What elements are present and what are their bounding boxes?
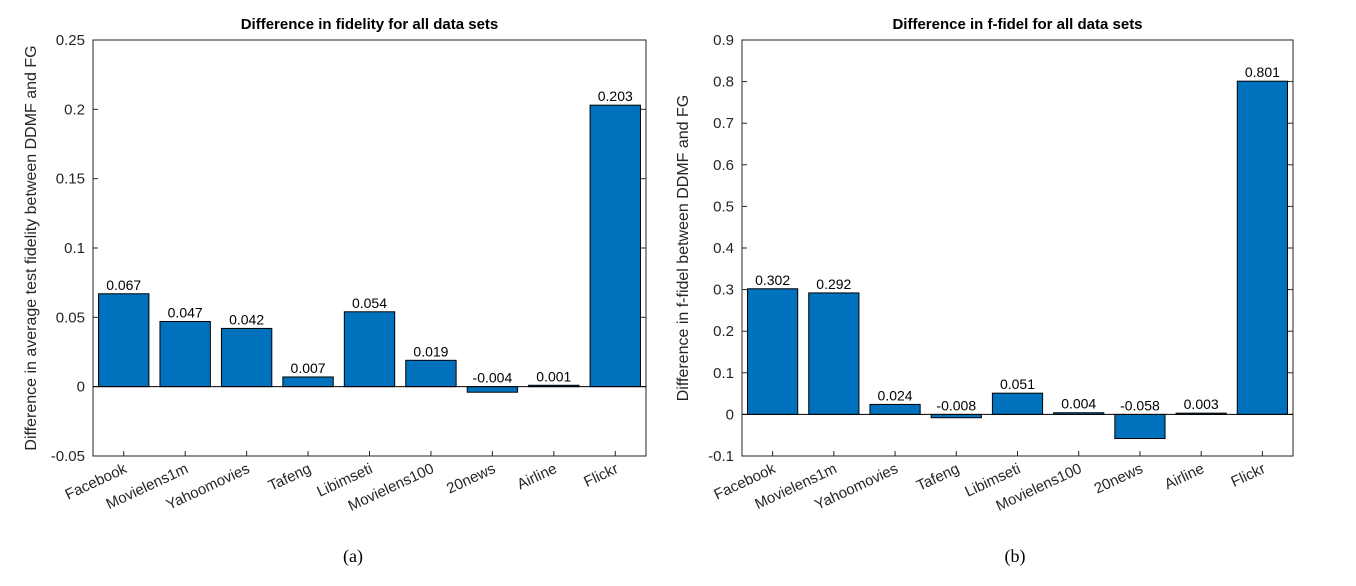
y-tick-label: 0.2 — [713, 323, 734, 340]
data-label: 0.801 — [1245, 64, 1280, 80]
y-tick-label: 0.7 — [713, 115, 734, 132]
x-tick-label: Tafeng — [266, 460, 314, 494]
x-tick-label: 20news — [444, 460, 498, 497]
data-label: 0.054 — [352, 295, 387, 311]
panel-b-caption: (b) — [1004, 546, 1026, 566]
bar — [991, 392, 1044, 415]
x-tick-label: Flickr — [581, 460, 621, 491]
x-tick-label: Airline — [515, 460, 560, 493]
data-label: 0.047 — [168, 304, 203, 320]
plot-area-frame — [92, 39, 647, 457]
bar — [282, 376, 334, 388]
bar — [1114, 413, 1166, 440]
y-tick-label: 0.9 — [713, 32, 734, 49]
y-tick-label: 0.4 — [713, 240, 734, 257]
data-label: 0.042 — [229, 311, 264, 327]
bar — [98, 293, 150, 388]
bar — [747, 288, 799, 415]
data-label: -0.058 — [1120, 397, 1160, 413]
data-label: 0.004 — [1061, 396, 1096, 412]
data-label: 0.051 — [1000, 376, 1035, 392]
data-label: 0.203 — [598, 88, 633, 104]
y-tick-label: 0.1 — [713, 365, 734, 382]
data-label: 0.024 — [878, 387, 913, 403]
data-label: 0.019 — [413, 343, 448, 359]
y-tick-label: 0.5 — [713, 198, 734, 215]
y-tick-label: 0 — [726, 406, 734, 423]
x-tick-label: 20news — [1092, 460, 1146, 497]
bar — [1236, 80, 1288, 415]
y-tick-label: 0.6 — [713, 157, 734, 174]
bar — [869, 403, 921, 415]
y-tick-label: -0.05 — [51, 448, 85, 465]
y-tick-label: 0.8 — [713, 74, 734, 91]
y-axis-label: Difference in average test fidelity betw… — [23, 45, 40, 450]
panel-a-caption: (a) — [343, 546, 363, 566]
data-label: 0.003 — [1184, 396, 1219, 412]
y-axis-label: Difference in f-fidel between DDMF and F… — [676, 95, 692, 402]
bar — [589, 104, 641, 388]
y-tick-label: 0 — [77, 379, 85, 396]
bar — [343, 311, 396, 388]
data-label: 0.067 — [106, 277, 141, 293]
y-tick-label: -0.1 — [708, 448, 734, 465]
fidelity-difference-chart: Difference in fidelity for all data sets… — [23, 16, 647, 515]
bar — [220, 327, 273, 388]
bar — [159, 320, 211, 388]
data-label: 0.001 — [536, 368, 571, 384]
bar — [405, 359, 457, 388]
y-tick-label: 0.1 — [64, 240, 85, 257]
x-tick-label: Flickr — [1228, 460, 1268, 491]
y-tick-label: 0.15 — [56, 171, 85, 188]
f-fidel-difference-chart: Difference in f-fidel for all data sets D… — [676, 16, 1294, 515]
bar — [466, 386, 519, 393]
data-label: -0.008 — [936, 397, 976, 413]
chart-title: Difference in f-fidel for all data sets — [892, 16, 1142, 33]
data-label: 0.302 — [755, 272, 790, 288]
data-label: 0.007 — [291, 360, 326, 376]
data-label: -0.004 — [473, 370, 513, 386]
chart-title: Difference in fidelity for all data sets — [241, 16, 499, 33]
y-tick-label: 0.25 — [56, 32, 85, 49]
x-tick-label: Tafeng — [914, 460, 962, 494]
y-tick-label: 0.05 — [56, 309, 85, 326]
y-tick-label: 0.3 — [713, 282, 734, 299]
x-tick-label: Airline — [1162, 460, 1207, 493]
data-label: 0.292 — [816, 276, 851, 292]
y-tick-label: 0.2 — [64, 101, 85, 118]
bar — [808, 292, 860, 415]
